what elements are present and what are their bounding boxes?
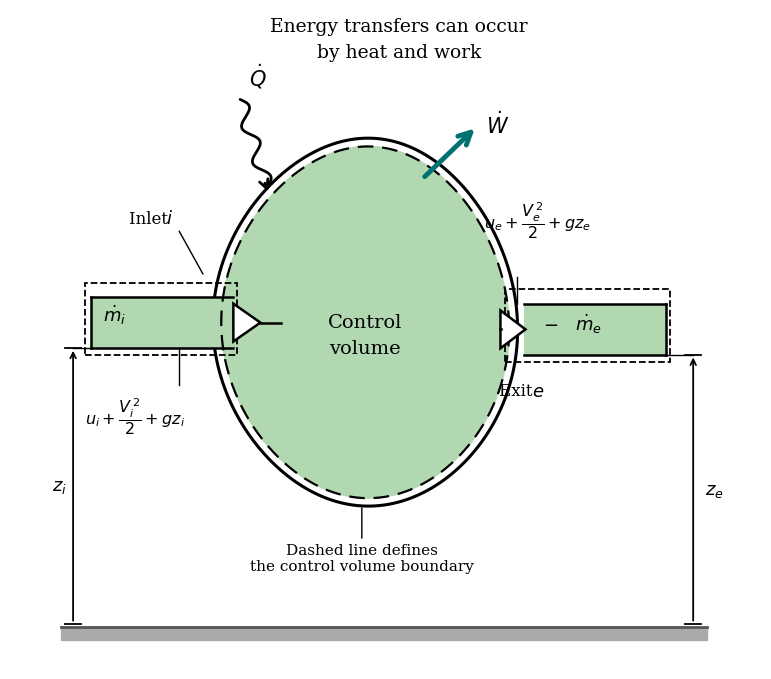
Text: Inlet: Inlet xyxy=(129,211,173,228)
Text: $\dot{Q}$: $\dot{Q}$ xyxy=(249,62,267,91)
Text: $-$: $-$ xyxy=(543,315,558,333)
Text: $u_e + \dfrac{V_e^{\,2}}{2} + gz_e$: $u_e + \dfrac{V_e^{\,2}}{2} + gz_e$ xyxy=(483,201,591,242)
Text: $\dot{m}_i$: $\dot{m}_i$ xyxy=(103,304,126,327)
Text: $i$: $i$ xyxy=(166,210,173,228)
Polygon shape xyxy=(234,304,261,342)
Text: $u_i + \dfrac{V_i^{\,2}}{2} + gz_i$: $u_i + \dfrac{V_i^{\,2}}{2} + gz_i$ xyxy=(85,397,184,437)
Polygon shape xyxy=(221,147,509,498)
Text: $z_i$: $z_i$ xyxy=(52,479,67,496)
Text: $z_e$: $z_e$ xyxy=(705,482,723,500)
Bar xyxy=(524,304,666,354)
Text: $\dot{W}$: $\dot{W}$ xyxy=(486,111,509,138)
Polygon shape xyxy=(500,310,526,348)
Text: Dashed line defines
the control volume boundary: Dashed line defines the control volume b… xyxy=(250,508,473,574)
Text: $\dot{m}_e$: $\dot{m}_e$ xyxy=(575,312,601,335)
Text: Control
volume: Control volume xyxy=(328,314,402,359)
Text: $e$: $e$ xyxy=(531,384,544,401)
Text: Energy transfers can occur
by heat and work: Energy transfers can occur by heat and w… xyxy=(270,18,528,62)
Text: Exit: Exit xyxy=(499,384,538,401)
Bar xyxy=(91,297,234,348)
